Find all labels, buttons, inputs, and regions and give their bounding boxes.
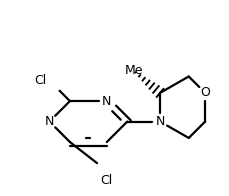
Text: Cl: Cl xyxy=(35,74,47,87)
Text: N: N xyxy=(155,115,164,128)
Text: Me: Me xyxy=(125,64,143,77)
Text: N: N xyxy=(102,95,111,108)
Text: N: N xyxy=(45,115,54,128)
Text: Cl: Cl xyxy=(100,174,112,187)
Text: O: O xyxy=(199,86,209,99)
